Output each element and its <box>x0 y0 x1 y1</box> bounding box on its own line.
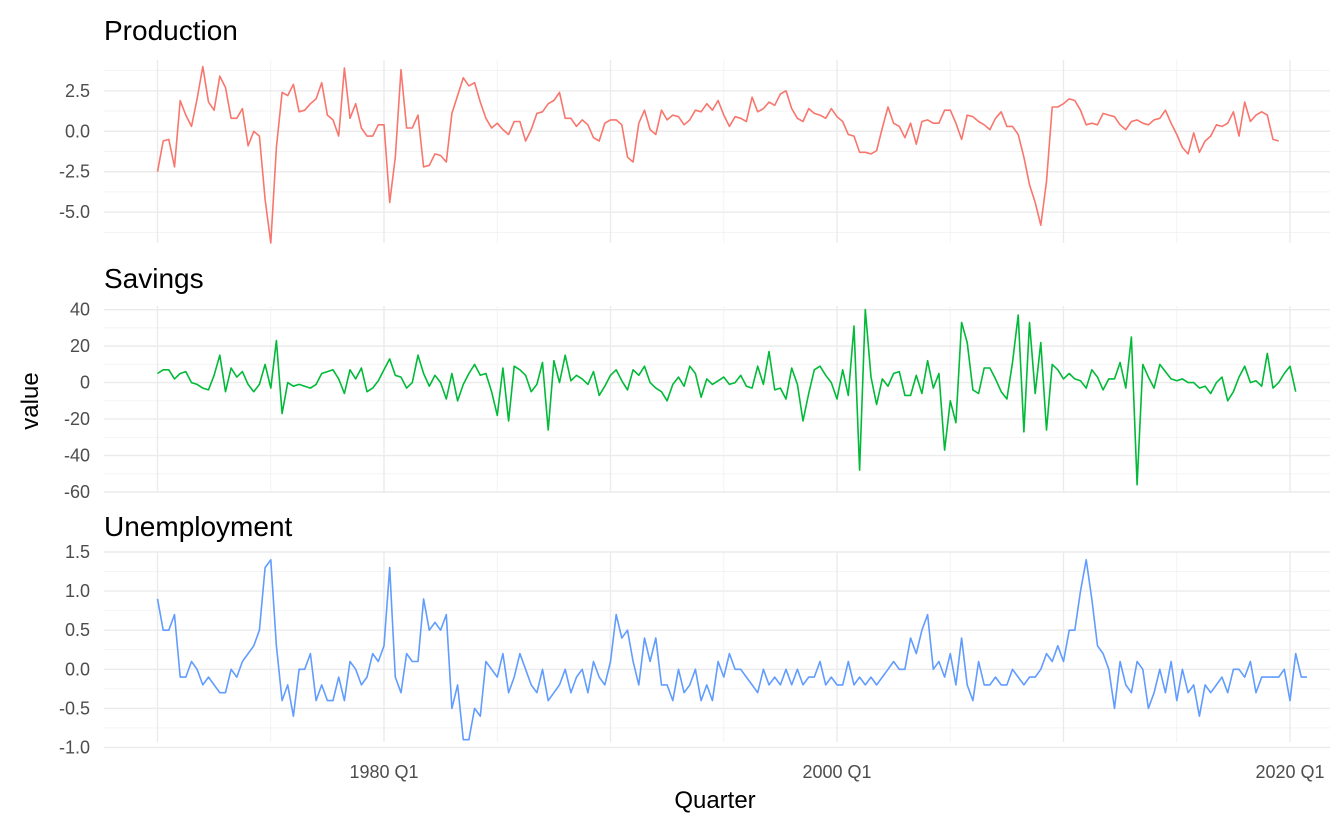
y-tick-label: 0 <box>80 373 90 393</box>
y-tick-label: 1.5 <box>65 542 90 562</box>
y-tick-label: 2.5 <box>65 81 90 101</box>
series-line-unemployment <box>156 558 1307 741</box>
facet-panels: -5.0 -2.5 0.0 2.5 Production -60 -40 -20 0 20 40 Sa… <box>59 15 1330 757</box>
y-tick-label: 40 <box>70 300 90 320</box>
series-line-savings <box>157 308 1297 486</box>
panel-title: Savings <box>104 263 204 294</box>
y-tick-label: -5.0 <box>59 202 90 222</box>
y-tick-label: 1.0 <box>65 581 90 601</box>
y-tick-label: -1.0 <box>59 737 90 757</box>
y-tick-label: 0.5 <box>65 620 90 640</box>
x-tick-label: 2000 Q1 <box>802 762 871 782</box>
y-tick-label: -60 <box>64 482 90 502</box>
facet-unemployment: -1.0 -0.5 0.0 0.5 1.0 1.5 Unemployment <box>59 511 1330 757</box>
panel-title: Unemployment <box>104 511 293 542</box>
y-tick-label: 0.0 <box>65 659 90 679</box>
panel-title: Production <box>104 15 238 46</box>
facet-savings: -60 -40 -20 0 20 40 Savings <box>64 263 1330 502</box>
y-tick-label: 0.0 <box>65 121 90 141</box>
x-tick-label: 1980 Q1 <box>349 762 418 782</box>
x-axis-title: Quarter <box>674 787 755 814</box>
x-tick-label: 2020 Q1 <box>1255 762 1324 782</box>
y-tick-label: -0.5 <box>59 698 90 718</box>
y-tick-label: -20 <box>64 409 90 429</box>
y-tick-label: -40 <box>64 446 90 466</box>
y-axis-title: value <box>17 372 44 429</box>
series-line-production <box>156 65 1279 244</box>
facet-production: -5.0 -2.5 0.0 2.5 Production <box>59 15 1330 244</box>
x-axis: 1980 Q1 2000 Q1 2020 Q1 <box>349 762 1324 782</box>
y-tick-label: 20 <box>70 336 90 356</box>
y-tick-label: -2.5 <box>59 162 90 182</box>
